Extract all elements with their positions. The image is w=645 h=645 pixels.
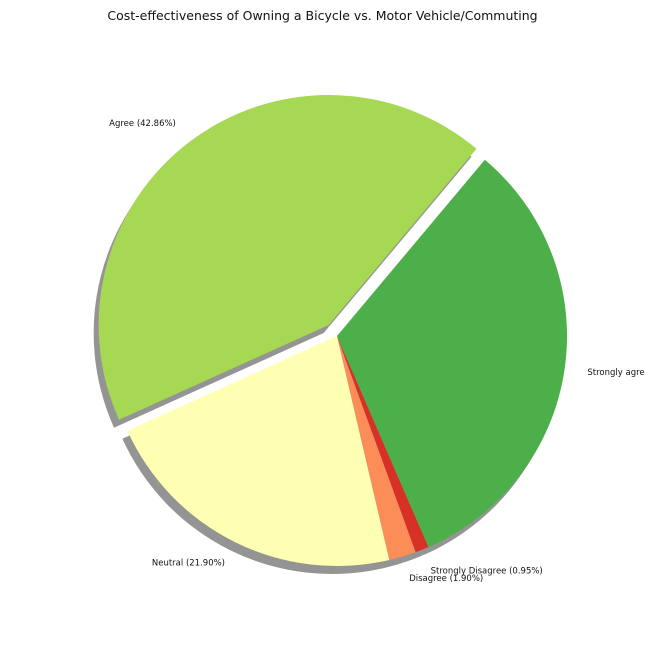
slice-label-neutral: Neutral (21.90%) <box>152 558 225 568</box>
slice-label-disagree: Disagree (1.90%) <box>409 574 483 584</box>
slice-label-strongly-disagree: Strongly Disagree (0.95%) <box>431 567 543 577</box>
pie-slice-disagree <box>337 336 416 560</box>
pie-slice-neutral <box>127 336 390 566</box>
slice-label-strongly-agree: Strongly agree (32.38%) <box>587 368 645 378</box>
pie-slice-strongly-disagree <box>337 336 429 553</box>
chart-title: Cost-effectiveness of Owning a Bicycle v… <box>107 8 538 23</box>
pie-slice-agree <box>98 94 477 420</box>
pie-slice-strongly-agree <box>337 159 567 548</box>
slice-label-agree: Agree (42.86%) <box>109 119 176 129</box>
pie-slice-layer <box>98 94 567 566</box>
pie-label-layer: Agree (42.86%) Neutral (21.90%) Disagree (… <box>109 119 645 584</box>
